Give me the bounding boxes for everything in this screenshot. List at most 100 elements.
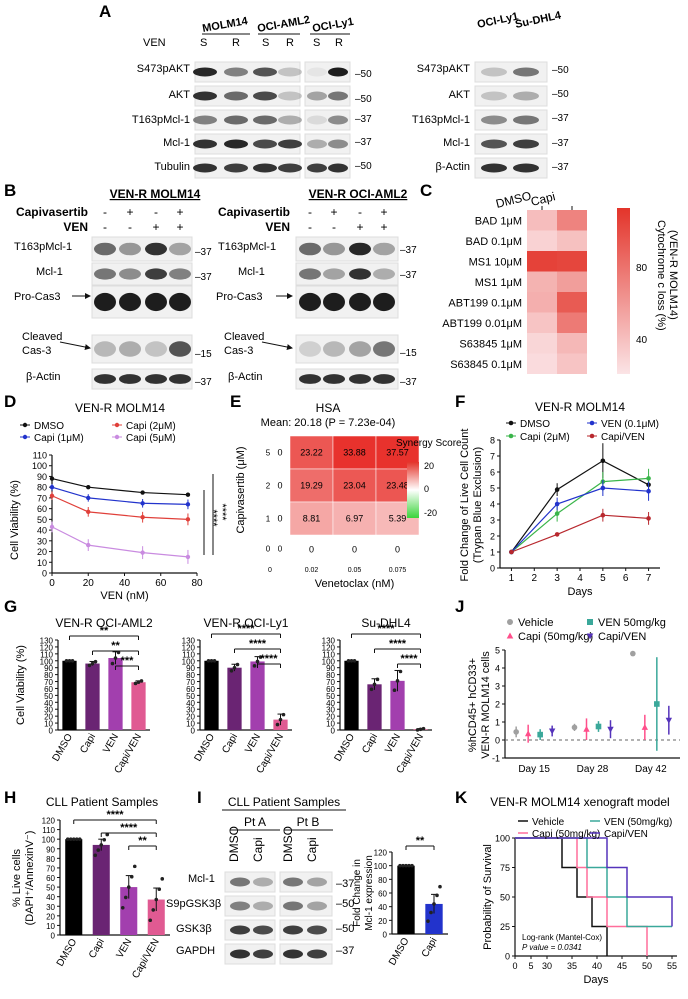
blot-band: [193, 115, 217, 125]
y-tick-label: 110: [40, 650, 53, 659]
y-tick-label: 120: [40, 643, 54, 652]
data-point: [49, 476, 55, 481]
legend-label: Capi (1μM): [34, 433, 84, 444]
x-tick-label: 50: [642, 961, 652, 971]
y-tick-label: 0: [49, 727, 54, 736]
data-point: [372, 682, 377, 687]
x-tick-label: Day 28: [577, 764, 609, 775]
data-point: [398, 863, 402, 868]
data-point: [133, 681, 138, 686]
legend-marker: [507, 619, 513, 625]
blot-band: [94, 374, 116, 384]
heatmap-cell: [527, 333, 557, 354]
y-axis-label: Probability of Survival: [482, 844, 494, 950]
data-point: [136, 680, 141, 685]
cell-value: 6.97: [346, 514, 364, 524]
data-point: [630, 650, 636, 657]
blot-band: [283, 949, 303, 959]
data-point: [96, 848, 101, 852]
y-tick-label: 0: [505, 952, 510, 962]
y-tick-label: 10: [186, 720, 195, 729]
blot-band: [323, 268, 345, 280]
panel-label-d: D: [4, 392, 16, 411]
y-tick-label: 100: [495, 834, 510, 844]
x-tick-label: DMSO: [51, 732, 76, 764]
c-row-label: MS1 1μM: [475, 277, 522, 289]
blot-strip: [279, 871, 333, 893]
x-tick-label: Capi: [87, 937, 107, 960]
survival-curve: [515, 837, 672, 928]
x-tick-label: 0: [268, 567, 272, 574]
blot-row-label: S473pAKT: [137, 63, 190, 75]
legend-label: DMSO: [520, 419, 550, 430]
data-point: [554, 501, 560, 507]
blot-band: [230, 925, 250, 935]
x-tick-label: VEN: [101, 732, 121, 755]
y-tick-label: 5: [266, 449, 271, 458]
blot-row-label: S473pAKT: [417, 63, 470, 75]
blot-band: [145, 341, 167, 357]
data-point: [140, 515, 145, 520]
y-tick-label: 120: [182, 643, 196, 652]
blot-band: [169, 268, 191, 280]
b-sign: -: [103, 220, 107, 234]
x-tick-label: 7: [646, 573, 652, 584]
y-tick-label: 70: [46, 864, 55, 873]
data-point: [375, 677, 380, 682]
y-tick-label: 90: [46, 845, 55, 854]
heatmap-c: BAD 1μM BAD 0.1μM MS1 10μM MS1 1μM ABT199 0.…: [442, 206, 587, 374]
blot-band: [94, 242, 116, 256]
data-point: [432, 902, 436, 906]
data-point: [369, 687, 374, 692]
b-title-1: VEN-R MOLM14: [110, 187, 201, 201]
c-row-label: BAD 1μM: [475, 215, 522, 227]
i-col: DMSO: [281, 826, 295, 862]
b-sign: +: [356, 220, 363, 234]
y-tick-label: 130: [40, 637, 54, 646]
blot-strip: [91, 262, 193, 286]
c-row-label: MS1 10μM: [469, 256, 522, 268]
blot-band: [253, 67, 277, 77]
western-blots-b: [91, 236, 399, 390]
legend-label: Capi (50mg/kg): [532, 829, 600, 840]
legend-marker: [114, 422, 120, 428]
y-axis-label: Capivasertib (μM): [235, 446, 247, 533]
data-point: [105, 832, 110, 837]
blot-strip: [279, 895, 333, 917]
data-point: [404, 863, 408, 868]
data-point: [524, 730, 532, 737]
data-point: [275, 722, 280, 727]
y-tick-label: 30: [37, 536, 47, 546]
sr-r: R: [232, 37, 240, 49]
data-point: [665, 717, 673, 724]
i-title: CLL Patient Samples: [228, 795, 340, 809]
blot-band: [193, 139, 217, 149]
y-tick-label: 20: [186, 713, 195, 722]
data-point: [148, 918, 153, 923]
blot-band: [328, 115, 348, 125]
blot-band: [299, 292, 321, 312]
data-point: [140, 490, 145, 495]
b-ven-label: VEN: [63, 220, 88, 234]
y-axis-label: VEN-R MOLM14 cells: [480, 651, 492, 759]
data-point: [77, 837, 82, 841]
line-molm14: MOLM14: [201, 15, 249, 35]
y-tick-label: 40: [326, 699, 335, 708]
x-tick-label: 2: [532, 573, 538, 584]
western-blots-i: [224, 871, 333, 965]
panel-b: B VEN-R MOLM14 VEN-R OCI-AML2 Capivasert…: [4, 181, 417, 390]
c-colorbar-label: Cytochrome c loss (%): [655, 220, 667, 331]
c-row-label: ABT199 0.1μM: [448, 297, 522, 309]
bar: [85, 663, 100, 730]
bar: [250, 661, 265, 730]
e-colorbar: [407, 462, 419, 518]
legend-marker: [22, 434, 28, 440]
mw-marker: –15: [195, 349, 212, 360]
data-point: [646, 488, 651, 494]
y-tick-label: 120: [42, 817, 56, 826]
data-point: [209, 658, 214, 663]
panel-a: A MOLM14 OCI-AML2 OCI-Ly1 OCI-Ly1 Su-DHL…: [99, 2, 569, 179]
y-tick-label: 2: [495, 700, 500, 710]
blot-strip: [474, 61, 548, 83]
data-point: [415, 728, 420, 732]
